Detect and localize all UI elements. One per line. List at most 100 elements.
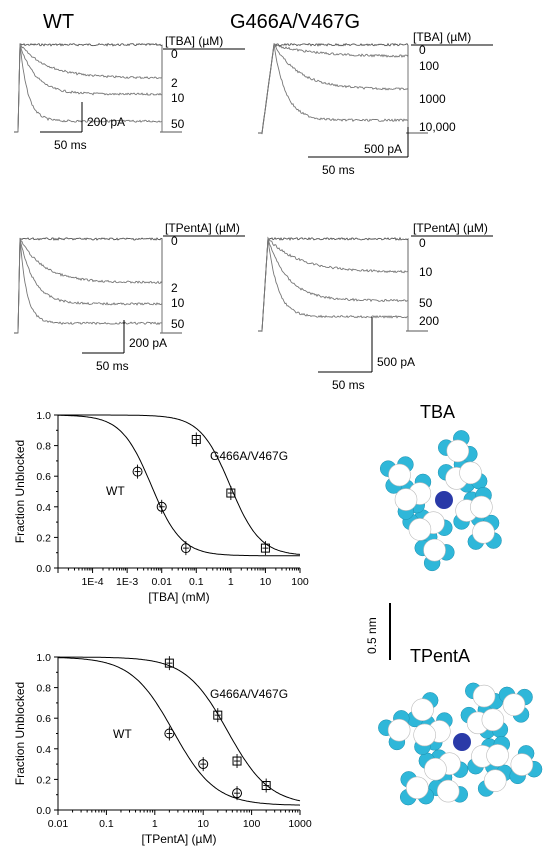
nitrogen-atom [435, 491, 453, 509]
carbon-atom [387, 718, 411, 742]
current-trace [261, 43, 409, 134]
trace-conc-value: 100 [419, 59, 439, 73]
y-tick-label: 0.2 [36, 774, 51, 786]
carbon-atom [481, 708, 505, 732]
molecule-tba [379, 430, 502, 572]
data-point-wt [164, 728, 175, 739]
trace-conc-value: 10,000 [419, 120, 456, 134]
x-tick-label: 0.1 [189, 576, 204, 588]
data-point-mutant [232, 756, 242, 766]
carbon-atom [405, 776, 429, 800]
carbon-atom [472, 521, 495, 544]
trace-panel-tpenta-mutant: [TPentA] (µM)0 10 50 200 500 pA 50 ms [258, 221, 493, 392]
y-tick-label: 0.2 [36, 532, 51, 544]
scale-current-label: 200 pA [87, 115, 125, 129]
fit-curve-wt [58, 414, 300, 557]
carbon-atom [411, 698, 434, 721]
data-point-mutant [261, 781, 271, 791]
current-trace [17, 44, 163, 132]
fit-curve-mutant [58, 656, 301, 802]
carbon-atom [446, 439, 470, 463]
current-trace [17, 43, 163, 133]
carbon-atom [423, 538, 446, 562]
current-trace [17, 239, 163, 334]
data-point-mutant [164, 658, 174, 668]
y-tick-label: 0.0 [36, 563, 51, 575]
x-axis-label: [TBA] (mM) [148, 590, 209, 604]
trace-conc-label: [TBA] (µM) [413, 30, 471, 44]
y-tick-label: 1.0 [36, 652, 51, 664]
dose-response-chart-tba: 0.0 0.2 0.4 0.6 0.8 1.0 1E-4 1E-3 0.01 0.1 1 10 100 [… [13, 410, 309, 604]
current-trace [17, 42, 163, 133]
x-tick-label: 0.01 [151, 576, 172, 588]
series-label: G466A/V467G [210, 449, 288, 463]
trace-conc-value: 0 [419, 43, 426, 57]
x-tick-label: 1 [228, 576, 234, 588]
x-tick-label: 1E-3 [116, 576, 138, 588]
carbon-atom [394, 488, 418, 511]
carbon-atom [413, 723, 436, 747]
current-trace [261, 44, 409, 134]
trace-conc-value: 2 [171, 281, 178, 295]
y-axis-label: Fraction Unblocked [13, 440, 27, 543]
current-trace [261, 237, 409, 332]
current-trace [17, 238, 163, 334]
carbon-atom [510, 753, 534, 776]
current-trace [261, 42, 409, 135]
scale-current-label: 500 pA [364, 142, 402, 156]
nitrogen-atom [453, 733, 471, 751]
trace-conc-value: 1000 [419, 92, 446, 106]
trace-conc-value: 0 [171, 47, 178, 61]
molecule-label-tba: TBA [420, 402, 455, 422]
header-wt: WT [43, 11, 74, 33]
trace-conc-value: 50 [171, 117, 185, 131]
scale-time-label: 50 ms [332, 378, 365, 392]
scale-current-label: 500 pA [377, 355, 415, 369]
trace-conc-value: 10 [171, 91, 185, 105]
trace-conc-label: [TPentA] (µM) [165, 221, 240, 235]
data-point-mutant [213, 710, 223, 720]
carbon-atom [486, 744, 509, 767]
scale-time-label: 50 ms [322, 163, 355, 177]
trace-conc-value: 50 [419, 296, 433, 310]
y-tick-label: 0.6 [36, 471, 51, 483]
scale-current-label: 200 pA [129, 336, 167, 350]
trace-conc-value: 200 [419, 314, 439, 328]
current-trace [17, 237, 163, 333]
y-tick-label: 0.0 [36, 805, 51, 817]
y-tick-label: 0.8 [36, 683, 51, 695]
carbon-atom [408, 518, 432, 541]
series-label: WT [113, 727, 132, 741]
x-tick-label: 1 [152, 818, 158, 830]
scale-time-label: 50 ms [54, 138, 87, 152]
data-point-wt [198, 759, 209, 770]
carbon-atom [483, 769, 507, 792]
current-trace [261, 43, 409, 133]
carbon-atom [470, 495, 493, 519]
trace-conc-value: 10 [171, 296, 185, 310]
y-tick-label: 1.0 [36, 410, 51, 422]
trace-conc-label: [TPentA] (µM) [413, 221, 488, 235]
x-tick-label: 10 [260, 576, 272, 588]
current-trace [261, 238, 409, 332]
x-tick-label: 1E-4 [81, 576, 103, 588]
trace-conc-value: 2 [171, 76, 178, 90]
trace-conc-value: 0 [171, 234, 178, 248]
data-point-wt [132, 466, 143, 477]
carbon-atom [502, 693, 526, 716]
fit-curve-wt [57, 657, 301, 806]
data-point-mutant [260, 543, 270, 553]
series-label: WT [106, 484, 125, 498]
current-trace [261, 238, 409, 331]
molecule-scale-label: 0.5 nm [365, 617, 379, 654]
trace-conc-label: [TBA] (µM) [165, 34, 223, 48]
data-point-mutant [191, 434, 201, 444]
carbon-atom [424, 757, 447, 781]
carbon-atom [472, 684, 496, 708]
trace-panel-tba-mutant: [TBA] (µM)0 100 1000 10,000 500 pA 50 ms [258, 30, 493, 177]
x-tick-label: 100 [243, 818, 261, 830]
current-trace [17, 44, 163, 133]
x-tick-label: 1000 [288, 818, 312, 830]
